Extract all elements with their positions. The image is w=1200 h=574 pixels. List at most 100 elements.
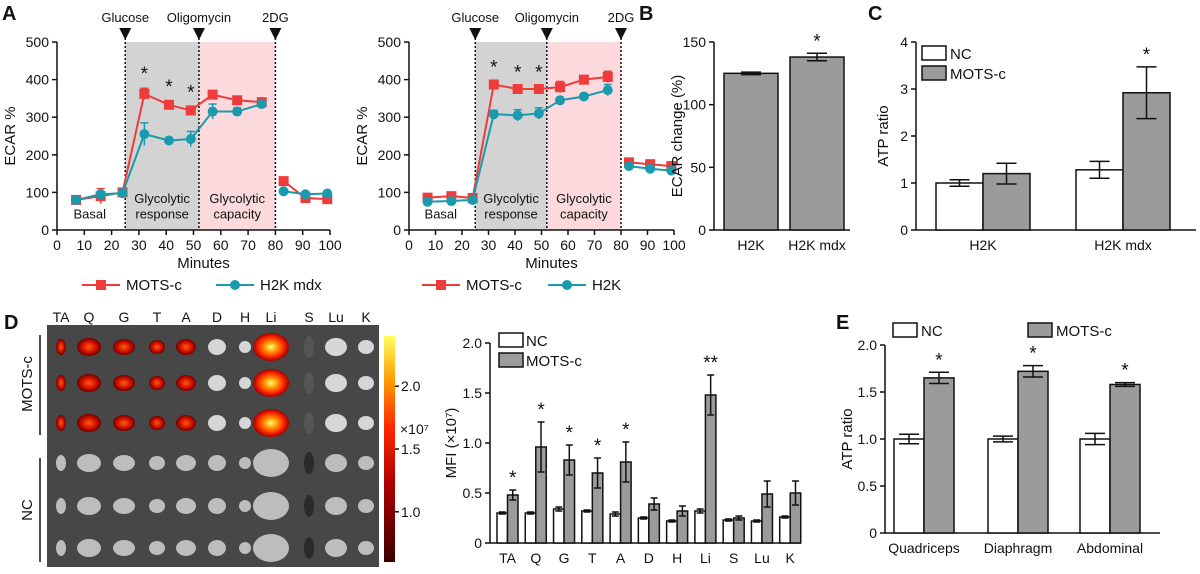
phase-label-capacity-2: capacity [213, 207, 261, 222]
organ-signal [113, 498, 135, 514]
organ-signal [358, 376, 374, 390]
data-point [512, 110, 523, 121]
x-tick-label: Diaphragm [984, 540, 1052, 556]
significance-marker: * [141, 64, 149, 85]
significance-marker: * [566, 423, 574, 444]
x-tick-label: 40 [507, 237, 523, 253]
bar [1079, 438, 1111, 534]
y-tick-label: 400 [26, 72, 50, 88]
data-point [139, 88, 150, 99]
y-tick-label: 0 [869, 525, 877, 541]
organ-signal [208, 498, 226, 514]
y-tick-label: 150 [683, 34, 707, 50]
data-point [71, 194, 82, 205]
organ-signal [304, 537, 314, 559]
data-point [278, 176, 289, 187]
data-point [232, 106, 243, 117]
y-tick-label: 0 [393, 222, 401, 238]
organ-column-label: D [212, 309, 222, 325]
organ-signal [208, 540, 226, 556]
bar [778, 516, 791, 544]
x-tick-label: 70 [240, 237, 256, 253]
significance-marker: * [813, 31, 821, 52]
data-point [488, 109, 499, 120]
significance-marker: * [535, 63, 543, 84]
x-tick-label: Li [700, 550, 711, 566]
legend-swatch-nc [921, 45, 947, 61]
x-axis-label: Minutes [525, 255, 578, 272]
data-point [512, 84, 523, 94]
x-tick-label: 70 [587, 237, 603, 253]
organ-signal [208, 375, 226, 391]
organ-signal [239, 341, 251, 353]
x-tick-label: H2K [969, 237, 997, 253]
panel-label-c: C [868, 3, 882, 25]
y-tick-label: 0.5 [463, 485, 483, 501]
group-label-nc: NC [19, 499, 36, 521]
legend-label: MOTS-c [526, 353, 582, 370]
organ-column-label: K [361, 309, 371, 325]
significance-marker: * [935, 350, 943, 371]
bar [581, 510, 594, 544]
legend-label: NC [950, 46, 972, 63]
panel-label-d: D [4, 312, 18, 334]
organ-signal [358, 499, 374, 513]
y-axis-label: ECAR % [2, 106, 19, 165]
colorbar-tick-label: 1.5 [401, 441, 421, 457]
legend-label: H2K mdx [260, 277, 322, 294]
organ-signal [304, 412, 314, 434]
legend-label: MOTS-c [1056, 323, 1112, 340]
data-point [95, 189, 106, 200]
data-point [578, 91, 589, 102]
injection-arrow [119, 28, 132, 40]
organ-signal [253, 449, 289, 477]
y-tick-label: 200 [378, 147, 402, 163]
significance-marker: * [1121, 361, 1129, 382]
y-tick-label: 1.5 [858, 384, 878, 400]
significance-marker: * [1143, 45, 1151, 66]
x-tick-label: Lu [754, 550, 770, 566]
bar [637, 517, 650, 544]
y-tick-label: 200 [26, 147, 50, 163]
y-tick-label: 1 [900, 175, 908, 191]
organ-signal [304, 495, 314, 517]
significance-marker: * [622, 420, 630, 441]
y-tick-label: 500 [378, 34, 402, 50]
organ-signal [56, 455, 66, 471]
organ-signal [113, 455, 135, 471]
significance-marker: ** [703, 353, 718, 374]
data-point [467, 194, 478, 205]
x-tick-label: D [644, 550, 654, 566]
injection-label: Oligomycin [515, 10, 579, 25]
bar [694, 510, 707, 544]
legend-swatch-motsc [1027, 322, 1053, 338]
glycolytic-response-shade [125, 42, 199, 230]
organ-signal [358, 456, 374, 470]
organ-signal [77, 539, 101, 557]
panel-label-e: E [836, 312, 849, 334]
organ-signal [325, 497, 347, 515]
legend-label: H2K [592, 277, 621, 294]
bar [524, 512, 537, 544]
organ-signal [239, 417, 251, 429]
data-point [322, 194, 333, 205]
injection-arrow [469, 28, 482, 40]
significance-marker: * [1029, 344, 1037, 365]
x-tick-label: 40 [158, 237, 174, 253]
organ-signal [239, 457, 251, 469]
x-tick-label: 100 [318, 237, 342, 253]
x-tick-label: 90 [640, 237, 656, 253]
legend-label: NC [526, 333, 548, 350]
x-tick-label: Q [530, 550, 541, 566]
data-point [185, 105, 196, 116]
y-axis-label: ECAR % [354, 106, 371, 165]
data-point [207, 106, 218, 117]
x-tick-label: G [559, 550, 570, 566]
data-point [232, 95, 243, 106]
organ-signal [77, 497, 101, 515]
organ-signal [77, 454, 101, 472]
organ-signal [56, 375, 66, 391]
data-point [163, 99, 174, 110]
phase-label-capacity: Glycolytic [556, 191, 612, 206]
